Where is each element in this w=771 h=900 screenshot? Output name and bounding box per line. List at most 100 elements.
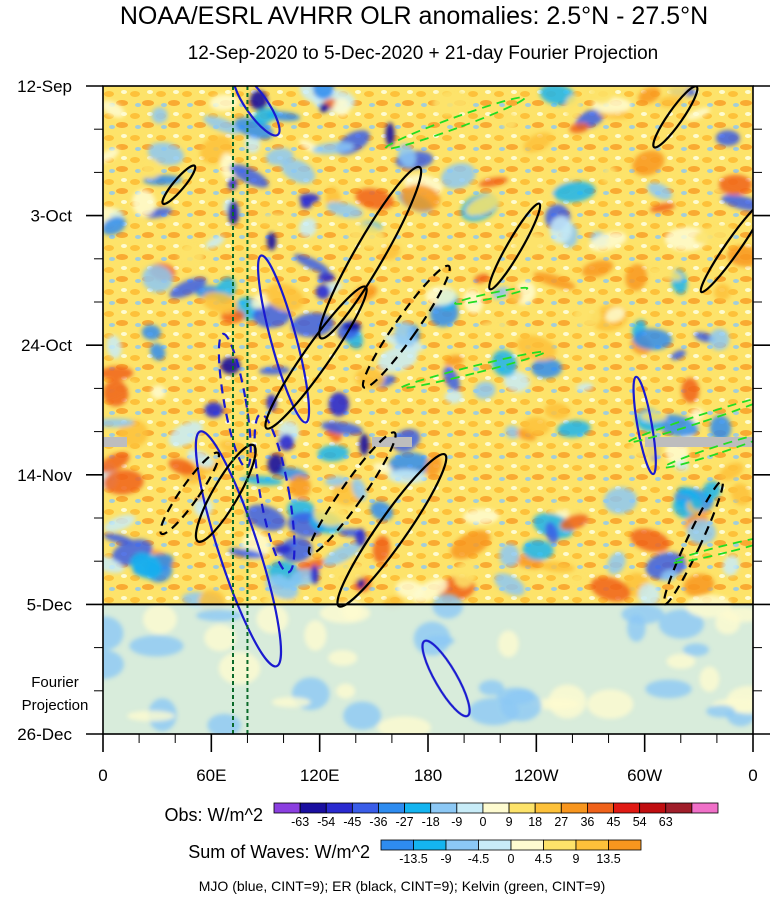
anomaly-blob — [398, 143, 416, 168]
anomaly-blob — [693, 225, 734, 245]
anomaly-blob — [474, 381, 496, 400]
projection-blob — [142, 604, 177, 635]
anomaly-blob — [333, 97, 351, 117]
anomaly-blob — [169, 277, 207, 299]
anomaly-blob — [719, 462, 744, 481]
colorbar-tick-label: 0 — [508, 852, 515, 866]
anomaly-blob — [289, 568, 317, 587]
anomaly-blob — [463, 508, 500, 525]
anomaly-blob — [425, 455, 442, 478]
anomaly-blob — [202, 291, 238, 314]
anomaly-blob-strong — [356, 578, 365, 589]
anomaly-blob — [219, 440, 246, 455]
anomaly-blob-strong — [278, 433, 295, 451]
anomaly-blob — [502, 112, 518, 131]
y-tick-label: 26-Dec — [17, 725, 72, 744]
anomaly-blob — [731, 483, 751, 506]
anomaly-blob — [149, 343, 166, 361]
projection-blob — [587, 689, 634, 719]
y-tick-label: 3-Oct — [30, 207, 72, 226]
missing-data-band-3 — [645, 437, 753, 447]
colorbar-swatch — [508, 802, 536, 814]
anomaly-blob — [142, 264, 173, 293]
mjo-contour — [632, 375, 657, 476]
anomaly-blob — [522, 539, 554, 561]
projection-blob — [341, 599, 363, 621]
anomaly-blob — [103, 469, 144, 495]
colorbar-tick-label: -63 — [291, 815, 309, 829]
projection-blob — [204, 624, 236, 652]
anomaly-blob — [147, 142, 184, 166]
chart-subtitle: 12-Sep-2020 to 5-Dec-2020 + 21-day Fouri… — [188, 43, 659, 64]
colorbar-swatch — [325, 802, 353, 814]
colorbar-tick-label: 18 — [528, 815, 542, 829]
colorbar-tick-label: -54 — [317, 815, 335, 829]
anomaly-blob-strong — [328, 392, 349, 417]
waves-colorbar: -13.5 -9 -4.5 0 4.5 9 13.5 — [380, 839, 642, 866]
x-tick-label: 60W — [627, 766, 662, 785]
colorbar-swatch — [510, 839, 544, 851]
anomaly-blob — [625, 264, 648, 291]
colorbar-swatch — [587, 802, 614, 814]
colorbar-swatch — [691, 802, 719, 814]
projection-blob — [645, 679, 692, 699]
chart-title: NOAA/ESRL AVHRR OLR anomalies: 2.5°N - 2… — [120, 2, 708, 30]
anomaly-blob — [140, 158, 161, 180]
anomaly-blob — [666, 86, 687, 99]
mjo-contour — [253, 413, 296, 574]
anomaly-blob-strong — [227, 177, 238, 190]
obs-colorbar-label: Obs: W/m^2 — [165, 805, 263, 825]
colorbar-tick-label: 45 — [607, 815, 621, 829]
projection-blob — [706, 705, 736, 718]
anomaly-blob — [351, 478, 367, 501]
anomaly-blob — [103, 554, 125, 573]
er-contour — [488, 202, 542, 291]
projection-blob — [207, 713, 241, 734]
anomaly-blob — [265, 575, 299, 600]
colorbar-swatch — [351, 802, 379, 814]
anomaly-blob — [103, 366, 134, 381]
kelvin-contour — [671, 534, 753, 564]
anomaly-blob — [312, 86, 334, 100]
anomaly-blob — [557, 420, 591, 438]
colorbar-swatch — [608, 839, 642, 851]
anomaly-blob — [494, 573, 525, 596]
anomaly-blob — [281, 158, 316, 184]
anomaly-blob — [103, 452, 130, 473]
anomaly-blob — [444, 355, 464, 367]
anomaly-blob — [640, 411, 667, 422]
colorbar-tick-label: -45 — [343, 815, 361, 829]
colorbar-swatch — [613, 802, 641, 814]
anomaly-blob — [151, 385, 166, 399]
anomaly-blob — [130, 552, 162, 579]
anomaly-blob — [242, 475, 283, 486]
colorbar-tick-label: -36 — [369, 815, 387, 829]
mjo-contour — [217, 332, 252, 469]
colorbar-swatch — [543, 839, 577, 851]
anomaly-blob — [205, 235, 225, 249]
er-contour — [194, 443, 257, 543]
anomaly-blob — [168, 458, 196, 476]
colorbar-tick-label: 36 — [580, 815, 594, 829]
anomaly-blob — [103, 418, 135, 428]
colorbar-tick-label: 27 — [554, 815, 568, 829]
anomaly-blob — [373, 462, 393, 474]
mjo-contour — [256, 254, 311, 424]
anomaly-blob — [372, 535, 391, 564]
anomaly-blob — [244, 134, 261, 154]
anomaly-blob — [523, 132, 553, 153]
anomaly-blob — [646, 266, 683, 281]
colorbar-swatch — [482, 802, 510, 814]
anomaly-blob — [709, 328, 730, 351]
anomaly-blob — [569, 122, 589, 134]
colorbar-tick-label: 63 — [659, 815, 673, 829]
colorbar-swatch — [413, 839, 447, 851]
colorbar-swatch — [534, 802, 562, 814]
colorbar-swatch — [478, 839, 512, 851]
anomaly-blob — [531, 358, 563, 379]
anomaly-blob — [151, 107, 168, 124]
anomaly-blob — [539, 86, 576, 106]
colorbar-tick-label: -4.5 — [468, 852, 490, 866]
colorbar-tick-label: -27 — [396, 815, 414, 829]
anomaly-blob-strong — [266, 394, 277, 411]
